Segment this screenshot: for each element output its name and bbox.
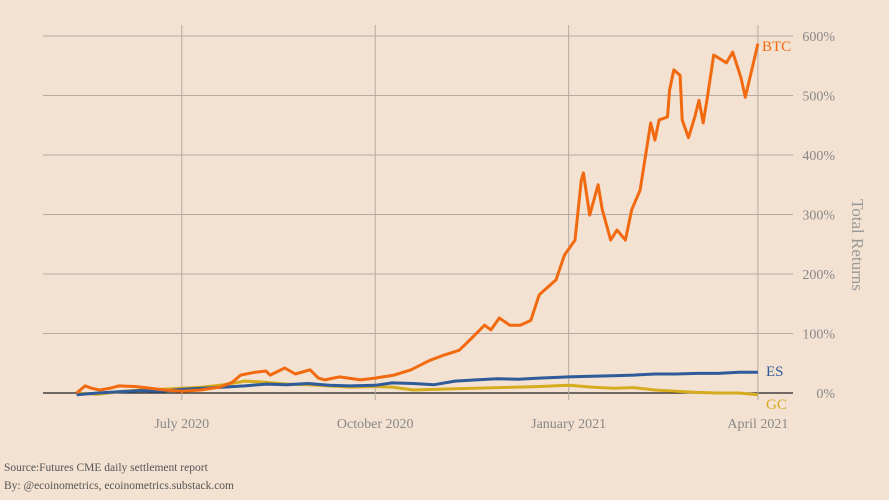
x-tick-label: July 2020 (154, 417, 209, 432)
y-tick-label: 0% (816, 387, 835, 402)
byline-note: By: @ecoinometrics, ecoinometrics.substa… (4, 480, 234, 492)
source-note: Source:Futures CME daily settlement repo… (4, 462, 208, 474)
series-label-gc: GC (766, 397, 787, 413)
x-tick-label: January 2021 (531, 417, 606, 432)
x-tick-label: October 2020 (337, 417, 414, 432)
series-line-btc (75, 43, 760, 395)
y-tick-label: 100% (802, 328, 835, 343)
y-tick-label: 400% (802, 149, 835, 164)
y-tick-label: 500% (802, 90, 835, 105)
y-tick-label: 300% (802, 209, 835, 224)
series-label-es: ES (766, 364, 784, 380)
x-tick-label: April 2021 (727, 417, 788, 432)
y-tick-label: 600% (802, 30, 835, 45)
series-label-btc: BTC (762, 39, 791, 55)
series-line-es (76, 370, 758, 397)
y-axis-label: Total Returns (848, 199, 867, 291)
y-tick-label: 200% (802, 268, 835, 283)
